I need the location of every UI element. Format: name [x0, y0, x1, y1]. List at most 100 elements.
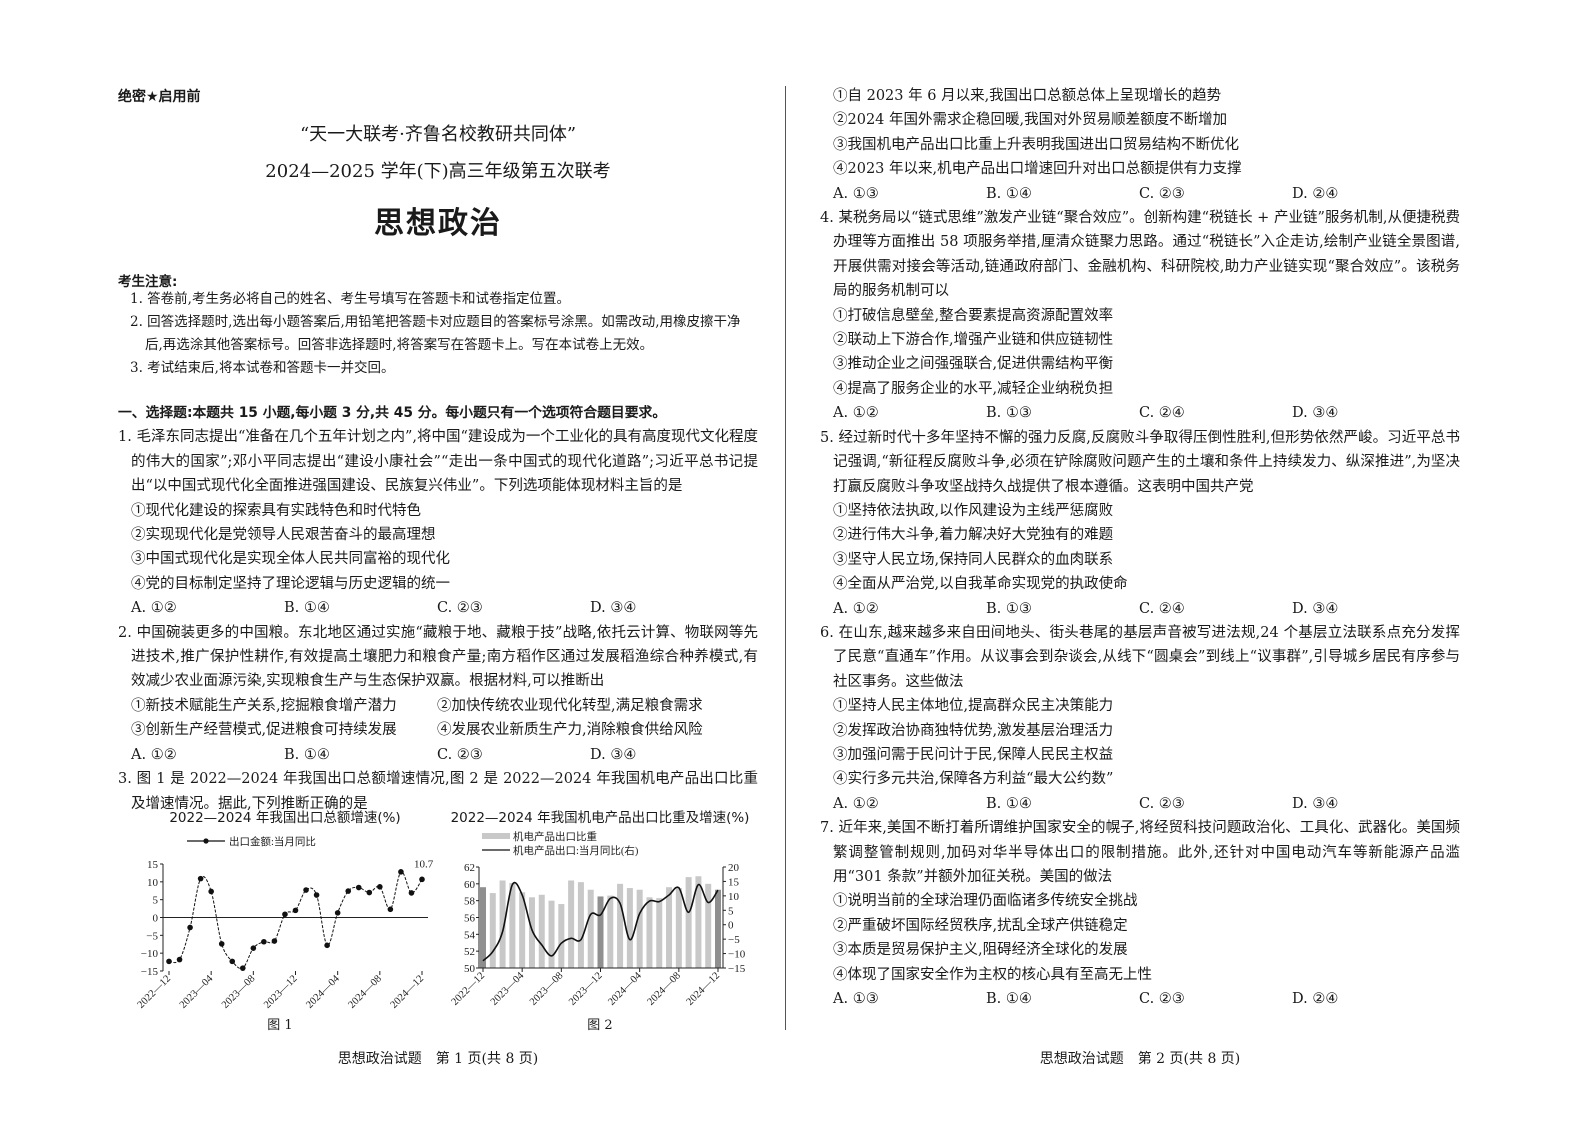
option: ①说明当前的全球治理仍面临诸多传统安全挑战 — [833, 893, 1138, 910]
data-point — [282, 911, 288, 918]
answer-choices: A. ①② B. ①④ C. ②③ D. ③④ — [118, 596, 758, 620]
question-stem: 2. 中国碗装更多的中国粮。东北地区通过实施“藏粮于地、藏粮于技”战略,依托云计… — [118, 624, 758, 690]
data-point — [313, 892, 320, 898]
y-tick-label-left: 52 — [464, 946, 475, 958]
bar — [666, 887, 673, 968]
series-line — [482, 881, 719, 962]
data-point — [398, 869, 404, 875]
bar — [636, 889, 643, 968]
column-divider — [785, 86, 786, 1030]
data-point — [377, 884, 383, 890]
bar — [715, 889, 721, 968]
bar — [489, 893, 496, 968]
y-tick-label-right: 20 — [728, 862, 740, 874]
figure-2: 2022—2024 年我国机电产品出口比重及增速(%) — [440, 806, 760, 826]
answer-choices: A. ①② B. ①③ C. ②④ D. ③④ — [820, 597, 1460, 621]
option: ③推动企业之间强强联合,促进供需结构平衡 — [833, 356, 1114, 373]
x-tick-label: 2024—12 — [685, 970, 722, 1007]
bar — [695, 876, 702, 968]
option: ④实行多元共治,保障各方利益“最大公约数” — [833, 771, 1114, 788]
option: ③坚守人民立场,保持同人民群众的血肉联系 — [833, 551, 1114, 568]
notice-item: 2. 回答选择题时,选出每小题答案后,用铅笔把答题卡对应题目的答案标号涂黑。如需… — [130, 314, 741, 353]
question-stem: 3. 图 1 是 2022—2024 年我国出口总额增速情况,图 2 是 202… — [118, 771, 758, 812]
choice-b: B. ①④ — [986, 795, 1032, 812]
chart-title: 2022—2024 年我国出口总额增速(%) — [169, 810, 401, 826]
x-tick-label: 2024—04 — [606, 970, 644, 1008]
y-tick-label: −15 — [141, 966, 159, 978]
y-tick-label-right: 15 — [728, 876, 740, 888]
question-3-options: ①自 2023 年 6 月以来,我国出口总额总体上呈现增长的趋势 ②2024 年… — [820, 84, 1460, 206]
page-footer-right: 思想政治试题 第 2 页(共 8 页) — [1039, 1051, 1241, 1067]
choice-c: C. ②④ — [1139, 405, 1185, 422]
y-tick-label-right: 5 — [728, 905, 734, 917]
choice-d: D. ③④ — [590, 600, 637, 617]
bar — [587, 889, 594, 968]
data-point — [218, 941, 225, 947]
question-stem: 4. 某税务局以“链式思维”激发产业链“聚合效应”。创新构建“税链长 + 产业链… — [820, 210, 1460, 300]
y-tick-label-left: 50 — [464, 963, 476, 975]
legend-marker — [203, 838, 209, 844]
data-point — [197, 875, 204, 882]
series-line — [168, 871, 423, 970]
choice-c: C. ②③ — [1139, 795, 1185, 812]
chart-title: 2022—2024 年我国机电产品出口比重及增速(%) — [450, 810, 750, 826]
data-point — [166, 958, 172, 965]
data-point — [303, 887, 309, 893]
confidential-label: 绝密★启用前 — [118, 89, 201, 105]
choice-b: B. ①③ — [986, 405, 1032, 422]
option: ①新技术赋能生产关系,挖掘粮食增产潜力 — [131, 697, 397, 714]
question-stem: 1. 毛泽东同志提出“准备在几个五年计划之内”,将中国“建设成为一个工业化的具有… — [118, 429, 758, 495]
y-tick-label: −10 — [141, 948, 159, 960]
data-point — [387, 906, 394, 913]
data-point — [250, 945, 257, 951]
bar — [538, 894, 545, 968]
choice-c: C. ②③ — [1139, 185, 1185, 202]
bar — [568, 880, 575, 968]
y-tick-label-right: −10 — [728, 949, 746, 961]
data-point — [324, 942, 330, 949]
y-tick-label-left: 54 — [464, 929, 476, 941]
answer-choices: A. ①③ B. ①④ C. ②③ D. ②④ — [820, 987, 1460, 1011]
x-tick-label: 2023—04 — [178, 973, 216, 1011]
option: ④2023 年以来,机电产品出口增速回升对出口总额提供有力支撑 — [833, 161, 1242, 178]
bar — [646, 897, 653, 968]
question-7: 7. 近年来,美国不断打着所谓维护国家安全的幌子,将经贸科技问题政治化、工具化、… — [820, 816, 1460, 1011]
answer-choices: A. ①② B. ①④ C. ②③ D. ③④ — [820, 792, 1460, 816]
question-stem: 5. 经过新时代十多年坚持不懈的强力反腐,反腐败斗争取得压倒性胜利,但形势依然严… — [820, 429, 1460, 495]
y-tick-label-right: 0 — [728, 920, 734, 932]
y-tick-label: 10 — [147, 877, 159, 889]
bar — [548, 900, 555, 968]
data-label: 10.7 — [414, 858, 434, 870]
question-6: 6. 在山东,越来越多来自田间地头、街头巷尾的基层声音被写进法规,24 个基层立… — [820, 621, 1460, 816]
option: ②加快传统农业现代化转型,满足粮食需求 — [437, 697, 703, 714]
y-tick-label: 5 — [153, 895, 159, 907]
bar — [656, 898, 663, 968]
y-tick-label: 15 — [147, 859, 159, 871]
notice-item: 1. 答卷前,考生务必将自己的姓名、考生号填写在答题卡和试卷指定位置。 — [130, 291, 570, 307]
exam-title-line1: “天一大联考·齐鲁名校教研共同体” — [299, 124, 577, 145]
notice-item: 3. 考试结束后,将本试卷和答题卡一并交回。 — [130, 360, 395, 376]
bar — [577, 882, 584, 968]
x-tick-label: 2023—08 — [220, 973, 257, 1010]
option: ①坚持依法执政,以作风建设为主线严惩腐败 — [833, 502, 1114, 519]
option: ③本质是贸易保护主义,阻碍经济全球化的发展 — [833, 942, 1128, 959]
y-tick-label-right: −5 — [728, 934, 740, 946]
data-point — [187, 924, 193, 931]
exam-title-line2: 2024—2025 学年(下)高三年级第五次联考 — [265, 161, 611, 182]
legend-label: 机电产品出口:当月同比(右) — [513, 844, 639, 857]
question-2: 2. 中国碗装更多的中国粮。东北地区通过实施“藏粮于地、藏粮于技”战略,依托云计… — [118, 621, 758, 767]
x-tick-label: 2022—12 — [450, 970, 487, 1007]
choice-d: D. ③④ — [1292, 795, 1339, 812]
choice-c: C. ②③ — [1139, 991, 1185, 1008]
y-tick-label-left: 62 — [464, 862, 475, 874]
question-5: 5. 经过新时代十多年坚持不懈的强力反腐,反腐败斗争取得压倒性胜利,但形势依然严… — [820, 426, 1460, 621]
bar — [617, 883, 624, 968]
choice-b: B. ①③ — [986, 600, 1032, 617]
choice-c: C. ②③ — [437, 746, 483, 763]
left-column: 一、选择题:本题共 15 小题,每小题 3 分,共 45 分。每小题只有一个选项… — [118, 401, 758, 816]
figure-1: 2022—2024 年我国出口总额增速(%) — [130, 806, 440, 826]
figure-1-caption: 图 1 — [267, 1018, 293, 1033]
choice-a: A. ①③ — [833, 991, 879, 1008]
choice-d: D. ③④ — [1292, 600, 1339, 617]
